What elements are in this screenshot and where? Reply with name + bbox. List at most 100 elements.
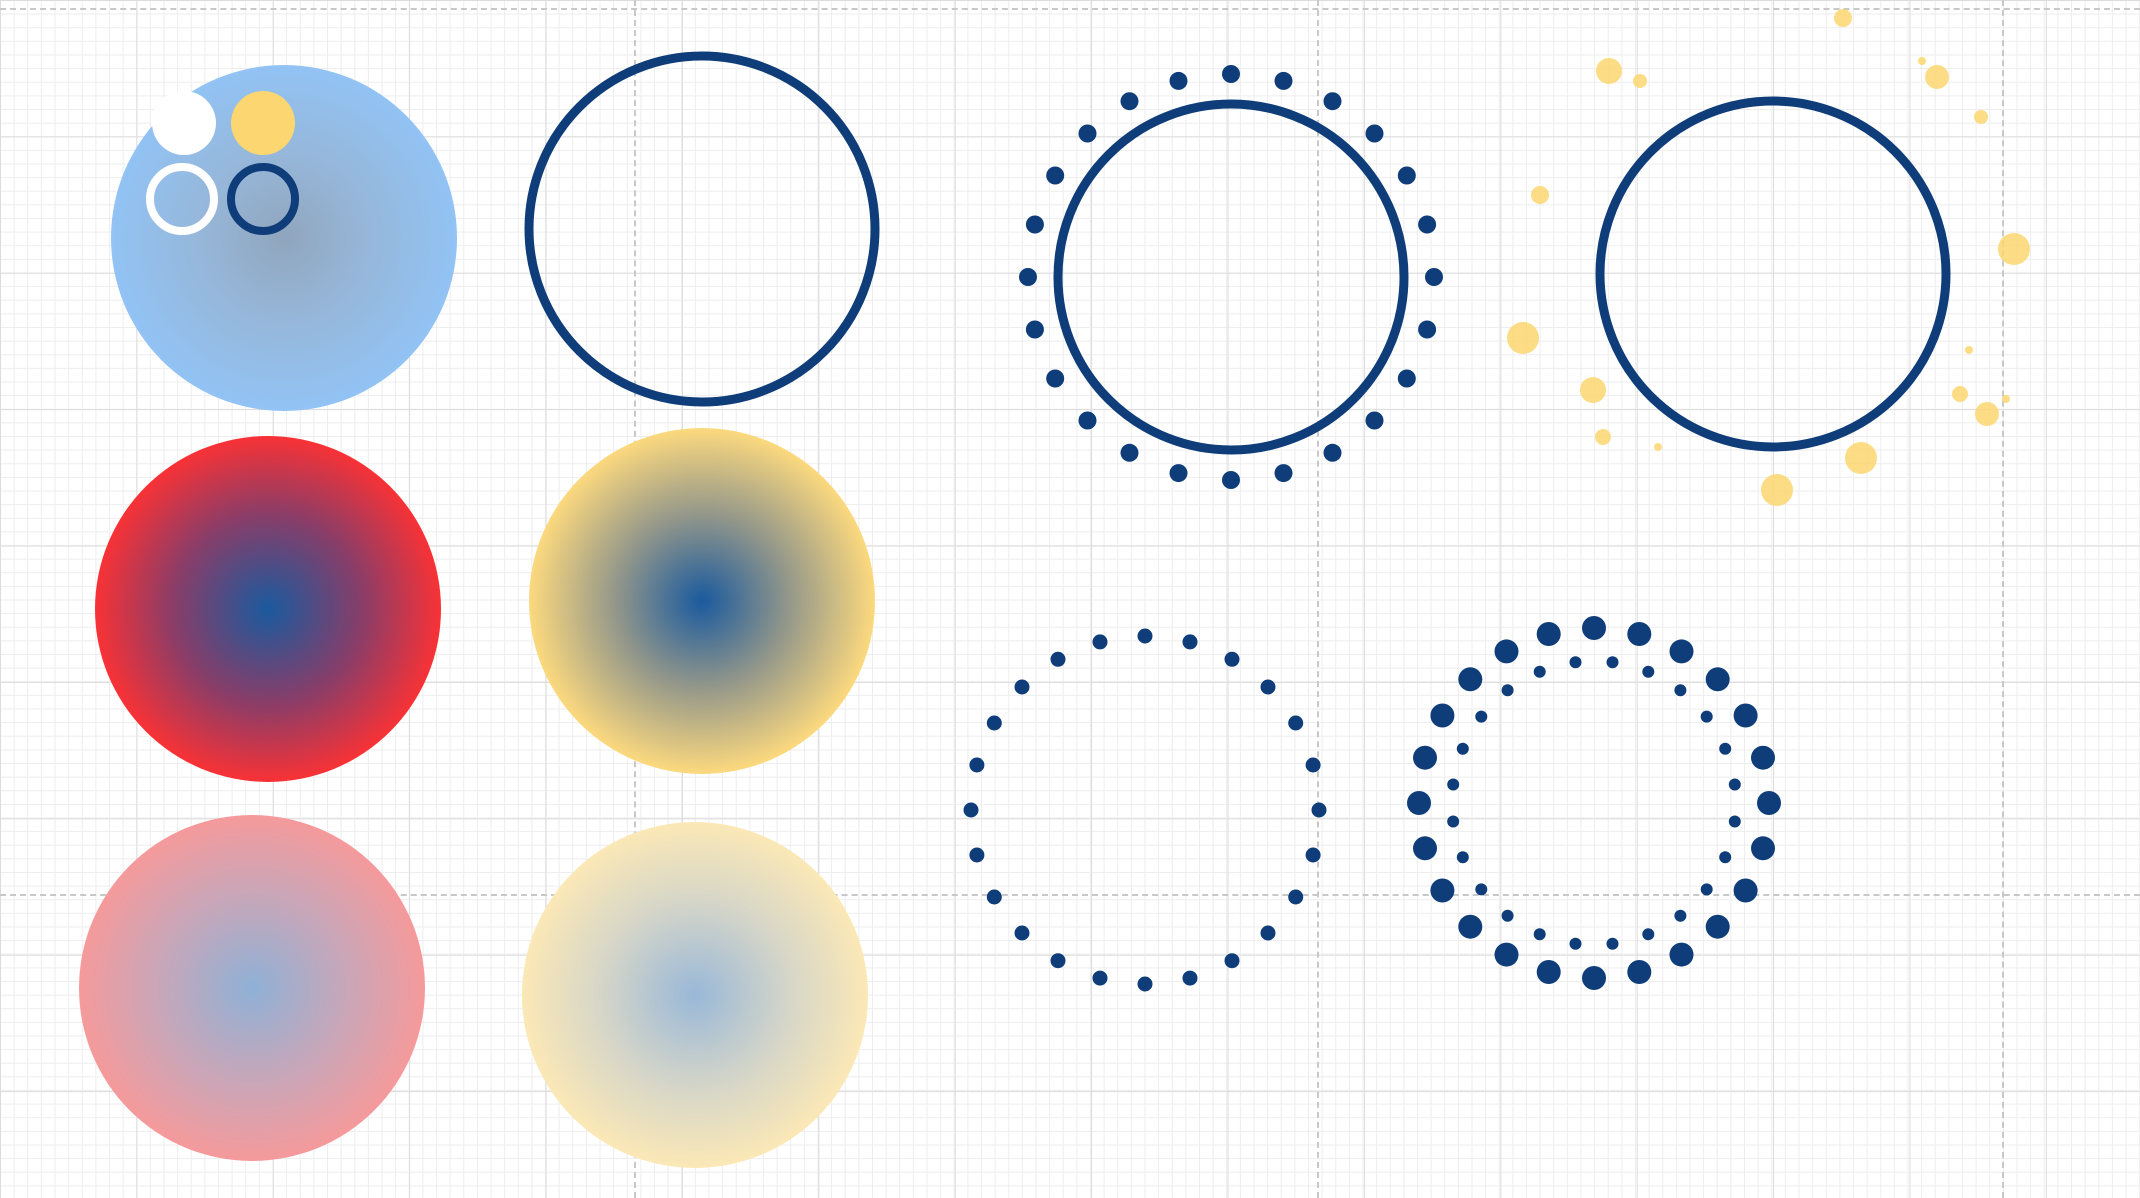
outer-ring-dot [1430,878,1455,903]
outer-ring-dot [1413,745,1437,770]
inner-ring-dot [1569,656,1582,669]
outer-ring-dot [1705,667,1730,692]
ring-dot [1092,970,1108,986]
ring-dot [986,715,1002,731]
outer-ring-dot [1733,878,1758,903]
inner-ring-dot [1475,883,1488,896]
halo-dot [1397,369,1416,388]
ring-dot [1137,976,1153,992]
halo-dot [1078,124,1097,143]
ring-dot [1260,679,1276,695]
faded-yellow-radial-gradient-circle[interactable] [522,822,868,1168]
ring-dot [1311,802,1327,818]
guide-horizontal-top [0,8,2140,10]
outer-ring-dot [1751,745,1775,770]
halo-dot [1019,268,1037,286]
double-ring-outer-dots [1407,616,1781,990]
inner-ring-dot [1569,937,1582,950]
inner-ring-dot [1642,665,1655,678]
ring-dot [1260,925,1276,941]
outer-ring-dot [1757,791,1781,815]
inner-ring-dot [1728,815,1741,828]
ring-dot [969,757,985,773]
ring-dot [1014,925,1030,941]
outer-ring-dot [1458,667,1483,692]
halo-dot [1169,464,1188,483]
ring-dot [1224,651,1240,667]
halo-dot [1078,411,1097,430]
outer-ring-dot [1582,966,1606,990]
inner-ring-dot [1642,928,1655,941]
outer-ring-dot [1407,791,1431,815]
inner-ring-dot [1456,851,1469,864]
guide-vertical-2 [1317,0,1319,1198]
ring-dot [1305,847,1321,863]
swatch-navy-ring[interactable] [227,163,299,235]
swatch-yellow[interactable] [231,91,295,155]
navy-double-dotted-circle[interactable] [1407,616,1781,990]
halo-dot [1274,71,1293,90]
yellow-radial-gradient-circle[interactable] [529,428,875,774]
outer-ring-dot [1733,703,1758,728]
halo-dot [1397,166,1416,185]
ring-dot [986,889,1002,905]
halo-dot [1274,464,1293,483]
outer-ring-dot [1536,960,1561,984]
navy-ring-with-dot-halo[interactable] [1019,65,1443,489]
outer-ring-dot [1669,942,1694,967]
halo-dot [1365,411,1384,430]
inner-ring-dot [1719,851,1732,864]
outer-ring-dot [1494,639,1519,664]
ring-dot [969,847,985,863]
ring-dot [963,802,979,818]
inner-ring-dot [1501,909,1514,922]
guide-vertical-3 [2002,0,2004,1198]
halo-dot [1418,320,1437,339]
dotted-ring-dots [963,628,1327,992]
outer-ring-dot [1669,639,1694,664]
navy-dotted-circle[interactable] [963,628,1327,992]
double-ring-inner-dots [1447,656,1741,950]
inner-ring-dot [1606,937,1619,950]
inner-ring-dot [1501,684,1514,697]
inner-ring-dot [1719,742,1732,755]
ring-dot [1137,628,1153,644]
color-swatches [146,91,299,235]
halo-dot [1365,124,1384,143]
ring-dot [1224,953,1240,969]
outer-ring-dot [1430,703,1455,728]
ring-dot [1288,715,1304,731]
swatch-white[interactable] [152,91,216,155]
halo-dot [1323,443,1342,462]
halo-dot [1120,92,1139,111]
outer-ring-dot [1627,960,1652,984]
outer-ring-dot [1494,942,1519,967]
inner-ring-dot [1674,909,1687,922]
ring-dot [1014,679,1030,695]
inner-ring-dot [1606,656,1619,669]
halo-dot [1025,215,1044,234]
halo-dot [1169,71,1188,90]
yellow-splatter [1507,9,2030,506]
inner-ring-dot [1700,710,1713,723]
swatch-white-ring[interactable] [146,163,218,235]
navy-ring-outline[interactable] [524,51,880,407]
red-radial-gradient-circle[interactable] [95,436,441,782]
halo-dot [1046,369,1065,388]
inner-ring-dot [1674,684,1687,697]
ring-dot [1050,651,1066,667]
outer-ring-dot [1751,836,1775,861]
halo-dot [1425,268,1443,286]
inner-ring-dot [1533,928,1546,941]
ring-dot [1182,634,1198,650]
ring-dot [1182,970,1198,986]
navy-ring-with-yellow-splatter[interactable] [1507,9,2030,506]
halo-dot [1323,92,1342,111]
outer-ring-dot [1627,622,1652,646]
halo-dot [1046,166,1065,185]
faded-red-radial-gradient-circle[interactable] [79,815,425,1161]
outer-ring-dot [1413,836,1437,861]
outer-ring-dot [1582,616,1606,640]
halo-dot [1120,443,1139,462]
